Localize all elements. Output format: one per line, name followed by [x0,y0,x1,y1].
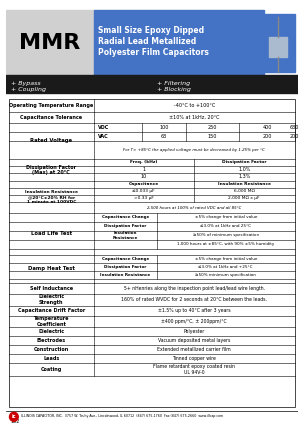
Text: 1.0%: 1.0% [238,167,250,172]
Text: ic: ic [12,414,16,419]
Bar [9,99,295,407]
Text: 1: 1 [142,167,145,172]
Text: Load Life Test: Load Life Test [31,231,72,236]
Text: Dielectric
Strength: Dielectric Strength [38,295,64,305]
Text: ≤3.0% at 1kHz and 25°C: ≤3.0% at 1kHz and 25°C [200,224,251,228]
Text: Dissipation Factor: Dissipation Factor [104,265,146,269]
Text: 160% of rated WVDC for 2 seconds at 20°C between the leads.: 160% of rated WVDC for 2 seconds at 20°C… [121,298,267,302]
Text: 2,000 MΩ x μF: 2,000 MΩ x μF [228,196,260,201]
Text: Dissipation Factor: Dissipation Factor [222,160,266,164]
Bar [264,14,295,72]
Text: ≥50% minimum specification: ≥50% minimum specification [195,273,256,277]
Text: Damp Heat Test: Damp Heat Test [28,266,75,272]
Text: MMR: MMR [19,33,80,53]
Text: ±5% change from initial value: ±5% change from initial value [194,257,257,261]
Text: + Coupling: + Coupling [11,88,46,93]
Text: VAC: VAC [98,134,109,139]
Text: ±5% change from initial value: ±5% change from initial value [194,215,257,219]
Text: 63: 63 [161,134,167,139]
Text: ±1.5% up to 40°C after 3 years: ±1.5% up to 40°C after 3 years [158,309,230,313]
Text: Capacitance: Capacitance [128,182,159,187]
Text: Capacitance Change: Capacitance Change [101,215,149,219]
Text: 200: 200 [262,134,272,139]
Text: Small Size Epoxy Dipped: Small Size Epoxy Dipped [98,26,205,35]
Text: Insulation Resistance: Insulation Resistance [218,182,271,187]
Text: 1.3%: 1.3% [238,174,250,179]
Text: 150: 150 [208,134,217,139]
Text: 100: 100 [159,125,169,130]
Text: 200: 200 [290,134,299,139]
Text: + Bypass: + Bypass [11,82,40,86]
Bar [94,10,264,75]
Text: 1,000 hours at ±85°C, with 90% ±5% humidity: 1,000 hours at ±85°C, with 90% ±5% humid… [177,242,274,246]
Text: Flame retardant epoxy coated resin
UL 94V-0: Flame retardant epoxy coated resin UL 94… [153,364,235,375]
Text: 250: 250 [208,125,217,130]
Text: Capacitance Tolerance: Capacitance Tolerance [20,115,82,120]
Text: Self Inductance: Self Inductance [30,286,73,291]
Text: 152: 152 [11,419,20,424]
Text: Extended metallized carrier film: Extended metallized carrier film [157,347,231,352]
Text: Insulation
Resistance: Insulation Resistance [112,231,138,240]
Text: Capacitance Change: Capacitance Change [101,257,149,261]
Text: 6,000 MΩ: 6,000 MΩ [234,190,255,193]
Text: Electrodes: Electrodes [37,338,66,343]
Text: Leads: Leads [43,356,59,361]
Text: ≤3.0% at 1kHz and +25°C: ≤3.0% at 1kHz and +25°C [199,265,253,269]
Text: 400: 400 [262,125,272,130]
Text: Polyester: Polyester [184,329,205,334]
Text: Dielectric: Dielectric [38,329,64,334]
Text: ILLINOIS CAPACITOR, INC.  3757 W. Touhy Ave., Lincolnwood, IL 60712  (847) 675-1: ILLINOIS CAPACITOR, INC. 3757 W. Touhy A… [21,414,223,418]
Text: 5+ nHenries along the inspection point lead/lead wire length.: 5+ nHenries along the inspection point l… [124,286,265,291]
Text: Temperature
Coefficient: Temperature Coefficient [34,316,69,327]
Text: Insulation Resistance
@20°C±20% RH for
1 minute at 100VDC: Insulation Resistance @20°C±20% RH for 1… [25,190,78,204]
Text: VDC: VDC [98,125,109,130]
Text: Freq. (kHz): Freq. (kHz) [130,160,157,164]
Text: Capacitance Drift Factor: Capacitance Drift Factor [18,309,85,313]
Bar [6,75,298,93]
Text: 630: 630 [290,125,299,130]
Text: Polyester Film Capacitors: Polyester Film Capacitors [98,48,209,57]
Text: Dissipation Factor: Dissipation Factor [104,224,146,228]
Text: Construction: Construction [34,347,69,352]
Text: Dissipation Factor
(Max) at 20°C: Dissipation Factor (Max) at 20°C [26,164,76,176]
Bar [269,37,287,57]
Text: -40°C to +100°C: -40°C to +100°C [173,103,215,108]
Text: Rated Voltage: Rated Voltage [30,139,72,143]
Text: ≤0.033 μF: ≤0.033 μF [132,190,155,193]
Text: >0.33 μF: >0.33 μF [134,196,154,201]
Text: + Blocking: + Blocking [157,88,190,93]
Text: ±10% at 1kHz, 20°C: ±10% at 1kHz, 20°C [169,115,219,120]
Text: 10: 10 [140,174,147,179]
Text: Insulation Resistance: Insulation Resistance [100,273,150,277]
Circle shape [10,412,18,421]
Text: Operating Temperature Range: Operating Temperature Range [9,103,93,108]
Bar [6,10,94,75]
Text: Coating: Coating [41,367,62,372]
Text: ≥50% of minimum specification: ≥50% of minimum specification [193,233,259,238]
Text: ±400 ppm/°C, ± 200ppm/°C: ±400 ppm/°C, ± 200ppm/°C [161,319,227,324]
Text: Tinned copper wire: Tinned copper wire [172,356,216,361]
Text: For T> +85°C the applied voltage must be decreased by 1.25% per °C: For T> +85°C the applied voltage must be… [123,148,265,152]
Text: + Filtering: + Filtering [157,82,190,86]
Text: Radial Lead Metallized: Radial Lead Metallized [98,37,197,46]
Text: Vacuum deposited metal layers: Vacuum deposited metal layers [158,338,230,343]
Text: 2,500 hours at 100% of rated VDC and all 85°C: 2,500 hours at 100% of rated VDC and all… [147,206,241,210]
